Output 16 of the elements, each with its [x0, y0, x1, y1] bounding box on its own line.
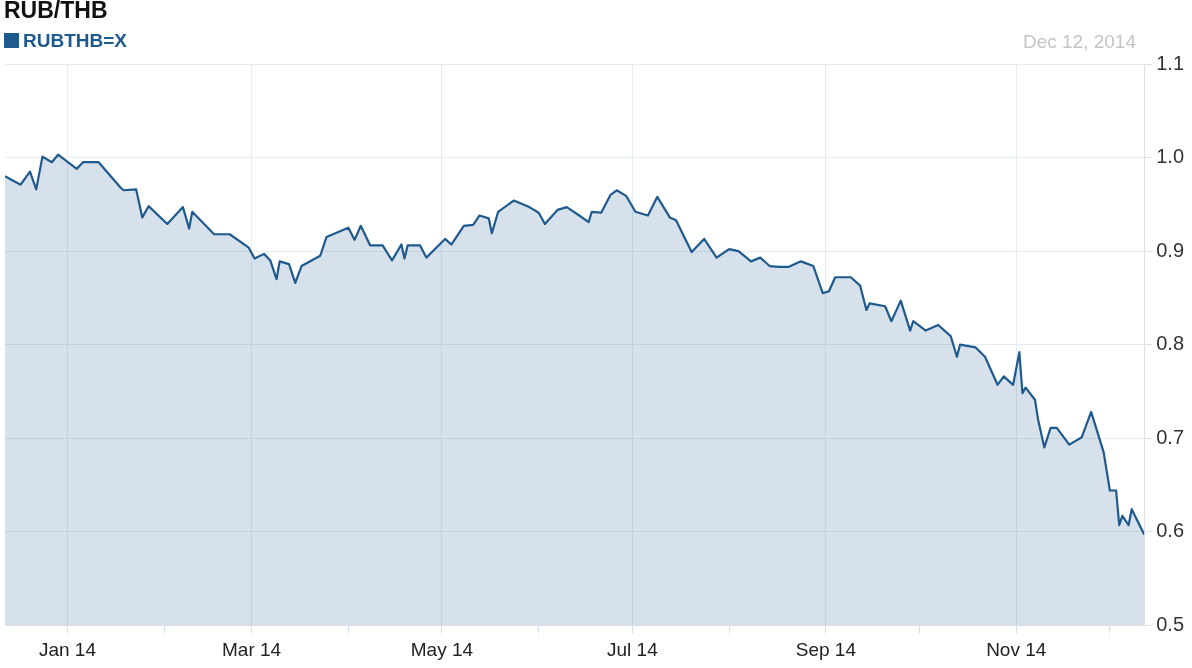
x-tick-label: Mar 14 [222, 638, 282, 660]
x-tick-label: Jan 14 [38, 638, 97, 660]
y-tick-label: 0.7 [1156, 425, 1185, 448]
x-tick-label: Nov 14 [986, 638, 1047, 660]
y-tick-label: 0.5 [1156, 612, 1185, 635]
y-tick-label: 1.0 [1156, 145, 1185, 168]
y-tick-label: 0.6 [1156, 519, 1185, 542]
chart-title: RUB/THB [4, 0, 108, 24]
text: Dec 12, 2014 [1022, 31, 1136, 53]
y-tick-label: 1.1 [1156, 51, 1185, 74]
x-tick-label: Sep 14 [795, 638, 857, 660]
x-tick-label: Jul 14 [606, 638, 659, 660]
legend-label: RUBTHB=X [22, 30, 127, 52]
y-tick-label: 0.8 [1156, 332, 1185, 355]
y-tick-label: 0.9 [1156, 238, 1185, 261]
x-tick-label: May 14 [410, 638, 474, 660]
